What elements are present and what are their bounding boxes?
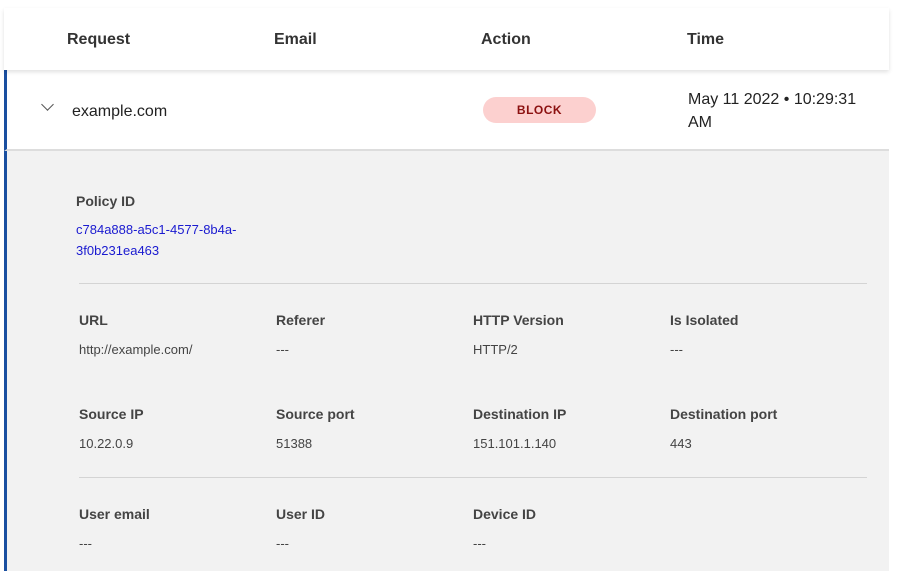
chevron-down-icon[interactable]	[41, 98, 54, 111]
destination-ip-label: Destination IP	[473, 406, 567, 422]
column-header-time[interactable]: Time	[687, 31, 725, 48]
request-domain: example.com	[72, 103, 168, 120]
divider	[79, 283, 867, 284]
source-port-value: 51388	[276, 436, 313, 451]
referer-label: Referer	[276, 312, 326, 328]
destination-ip-value: 151.101.1.140	[473, 436, 557, 451]
table-row[interactable]: example.com BLOCK May 11 2022 • 10:29:31…	[4, 70, 889, 151]
url-label: URL	[79, 312, 108, 328]
is-isolated-label: Is Isolated	[670, 312, 739, 328]
destination-port-value: 443	[670, 436, 692, 451]
referer-value: ---	[276, 342, 289, 357]
column-header-email[interactable]: Email	[274, 31, 317, 48]
policy-id-link[interactable]: c784a888-a5c1-4577-8b4a-3f0b231ea463	[76, 222, 237, 258]
http-version-label: HTTP Version	[473, 312, 564, 328]
destination-port-label: Destination port	[670, 406, 778, 422]
is-isolated-value: ---	[670, 342, 683, 357]
policy-id-label: Policy ID	[76, 193, 136, 209]
row-details: Policy ID c784a888-a5c1-4577-8b4a-3f0b23…	[4, 151, 889, 571]
device-id-value: ---	[473, 536, 486, 551]
source-port-label: Source port	[276, 406, 355, 422]
user-id-value: ---	[276, 536, 289, 551]
column-header-action[interactable]: Action	[481, 31, 531, 48]
user-email-value: ---	[79, 536, 92, 551]
column-header-request[interactable]: Request	[67, 31, 131, 48]
url-value: http://example.com/	[79, 342, 193, 357]
device-id-label: Device ID	[473, 506, 537, 522]
source-ip-value: 10.22.0.9	[79, 436, 134, 451]
http-version-value: HTTP/2	[473, 342, 518, 357]
user-email-label: User email	[79, 506, 150, 522]
table-header: Request Email Action Time	[4, 8, 889, 70]
source-ip-label: Source IP	[79, 406, 144, 422]
user-id-label: User ID	[276, 506, 326, 522]
status-badge: BLOCK	[483, 97, 596, 123]
divider	[79, 477, 867, 478]
request-time: May 11 2022 • 10:29:31 AM	[688, 91, 857, 131]
